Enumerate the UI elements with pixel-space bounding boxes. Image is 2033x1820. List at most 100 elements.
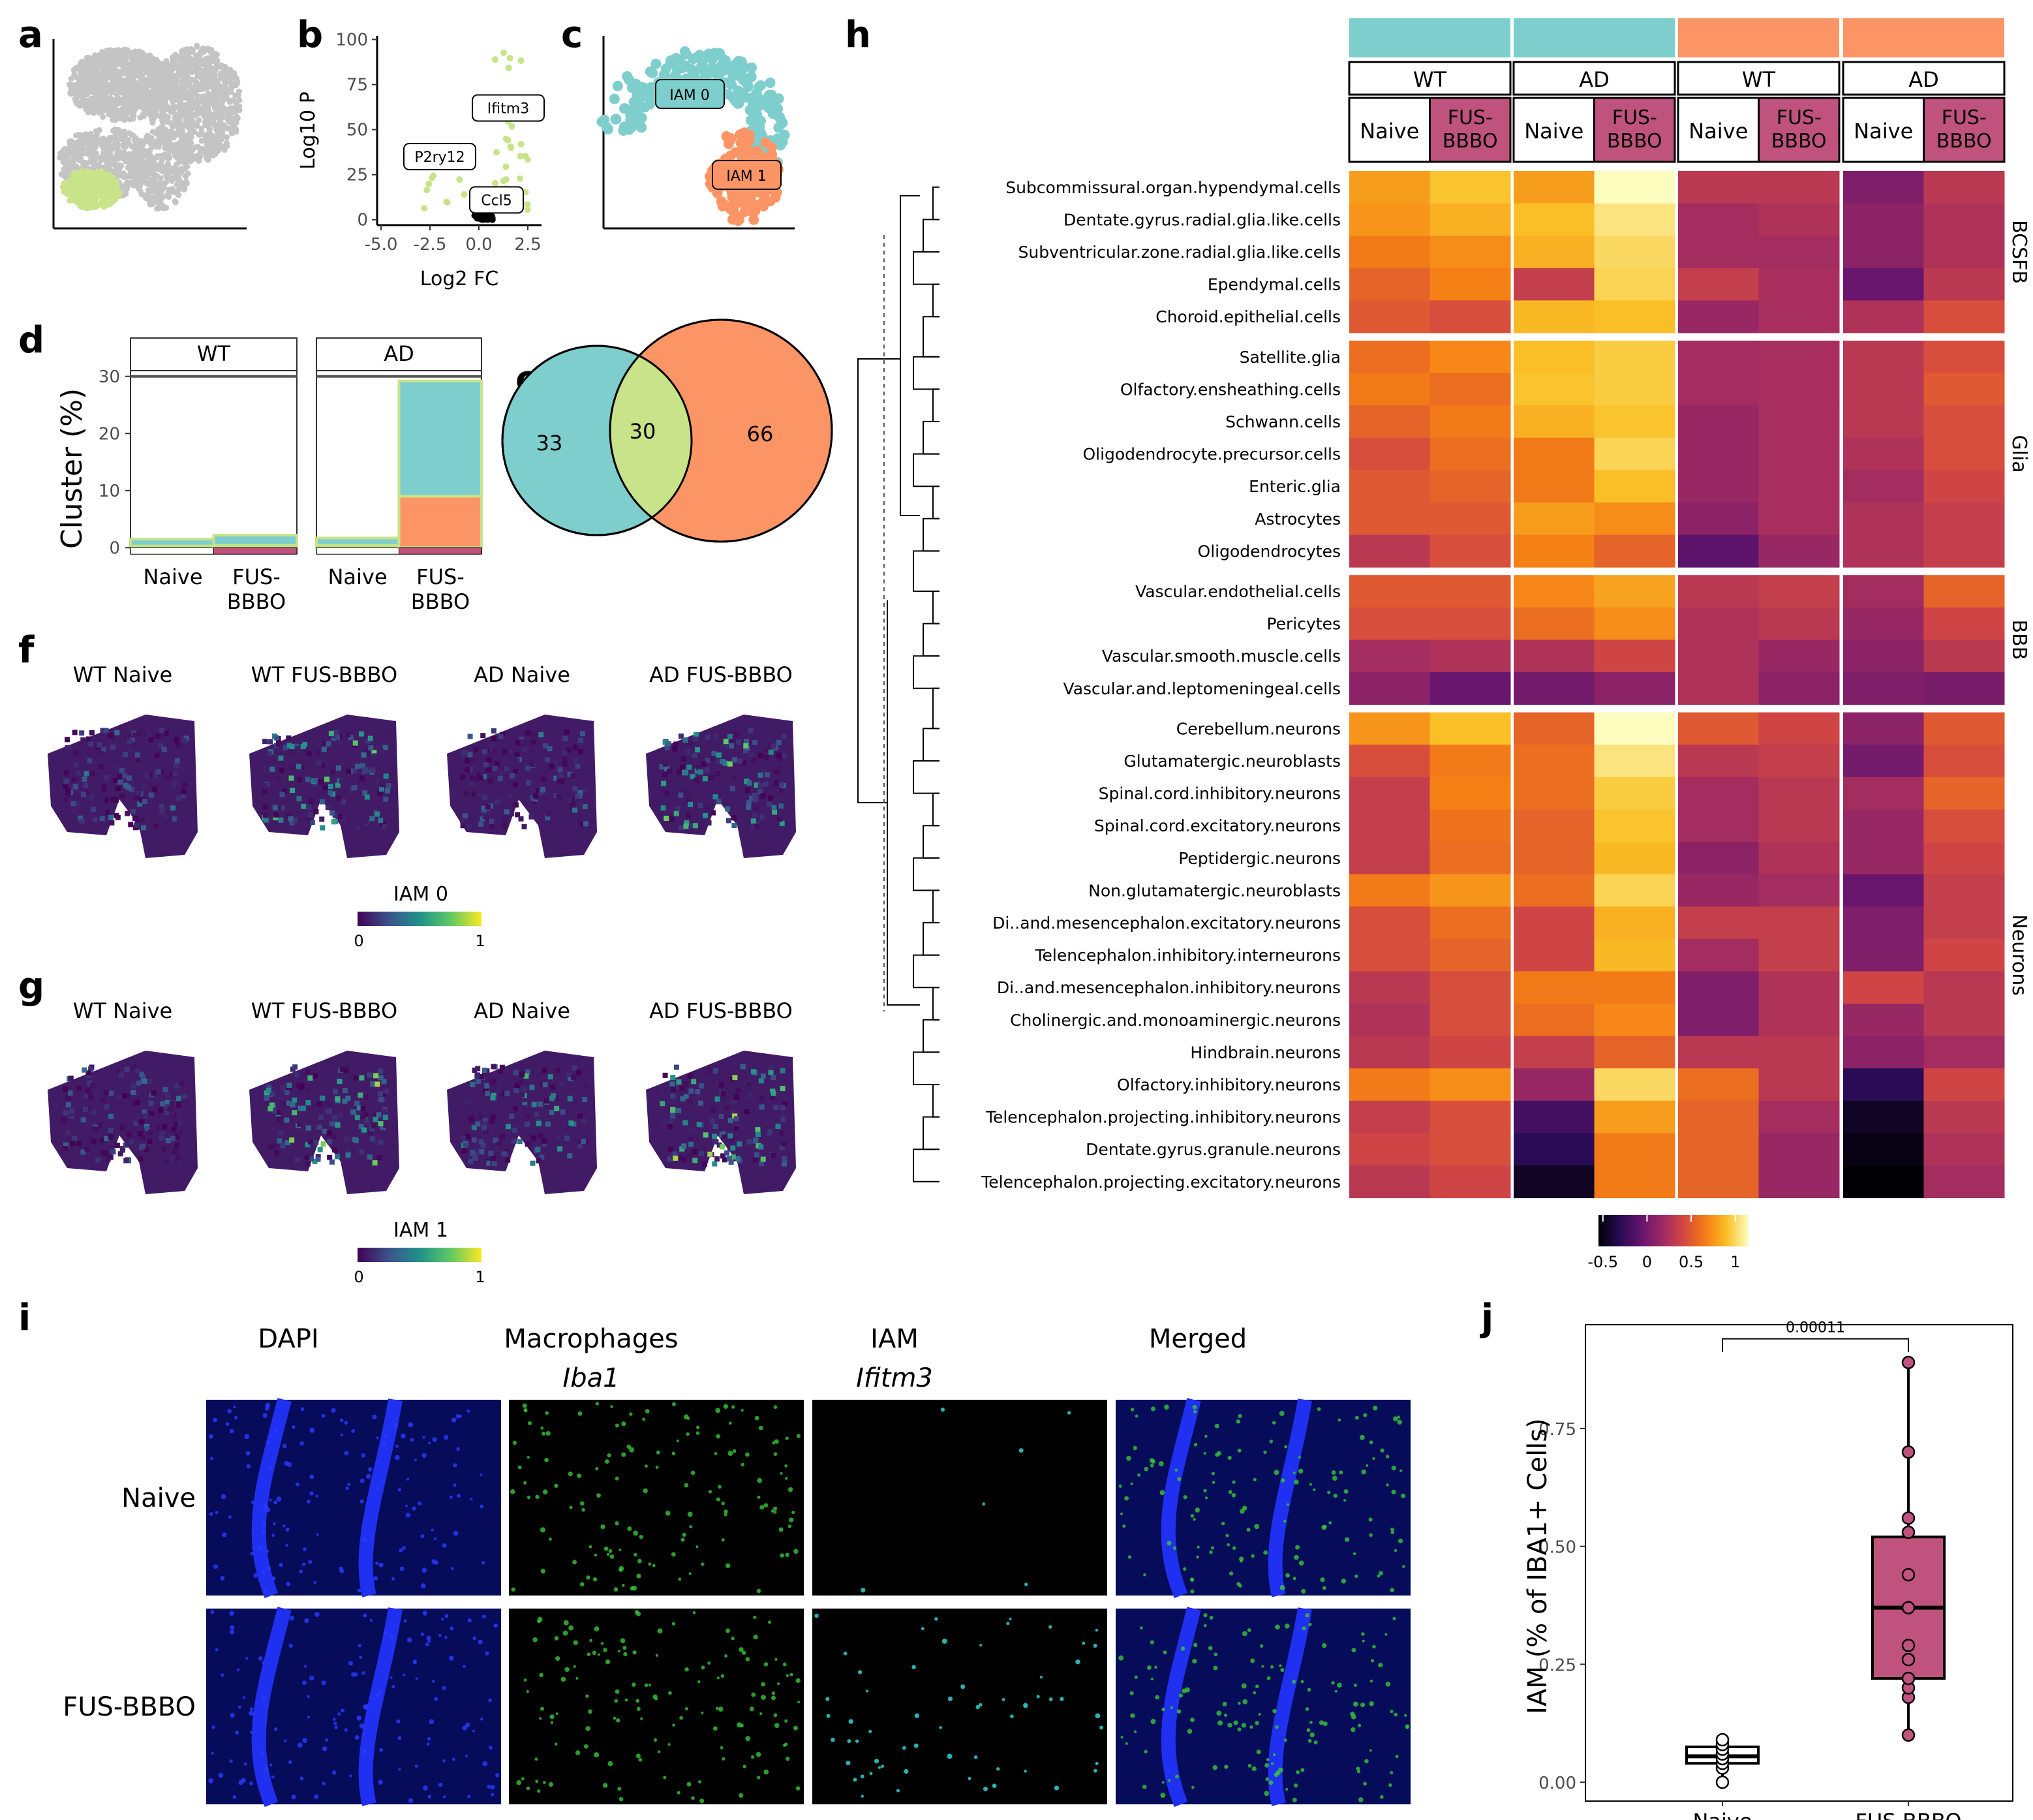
expression-spot xyxy=(492,748,498,754)
expression-spot xyxy=(673,1064,679,1070)
heatmap-row-label: Subventricular.zone.radial.glia.like.cel… xyxy=(1018,243,1341,262)
umap-point-1 xyxy=(170,54,177,60)
heatmap-cell xyxy=(1594,1004,1675,1037)
expression-spot xyxy=(91,1109,97,1115)
cluster-point-iam0 xyxy=(650,58,662,69)
expression-spot xyxy=(570,773,576,779)
expression-spot xyxy=(316,735,322,741)
umap-point-3 xyxy=(147,153,154,159)
heatmap-cell xyxy=(1678,171,1759,204)
expression-spot xyxy=(680,1096,686,1102)
expression-spot xyxy=(544,795,550,801)
expression-spot xyxy=(718,1082,724,1088)
expression-spot xyxy=(698,1100,704,1106)
heatmap-cell xyxy=(1514,1068,1595,1102)
expression-spot xyxy=(288,765,294,771)
expression-spot xyxy=(354,1100,359,1106)
umap-point-2 xyxy=(70,159,76,166)
volcano-point-sig xyxy=(517,57,525,65)
umap-point-1 xyxy=(198,125,205,132)
umap-point-3 xyxy=(174,181,180,188)
expression-spot xyxy=(306,750,312,756)
expression-spot xyxy=(566,1072,572,1077)
expression-spot xyxy=(79,730,85,736)
expression-spot xyxy=(664,745,670,750)
expression-spot xyxy=(687,1153,693,1159)
expression-spot xyxy=(298,1145,303,1151)
heatmap-cell xyxy=(1678,236,1759,269)
expression-spot xyxy=(330,769,336,775)
umap-point-1 xyxy=(199,147,206,154)
expression-spot xyxy=(279,1122,285,1128)
expression-spot xyxy=(373,1117,378,1122)
heatmap-cell xyxy=(1594,236,1675,269)
expression-spot xyxy=(93,1124,99,1130)
expression-spot xyxy=(116,1102,122,1108)
volcano-point-sig xyxy=(524,206,531,213)
umap-point-0 xyxy=(117,72,123,78)
expression-spot xyxy=(271,1143,277,1149)
volcano-point-sig xyxy=(524,156,531,163)
heatmap-cell xyxy=(1843,1068,1924,1102)
heatmap-cell xyxy=(1923,842,2005,875)
expression-spot xyxy=(159,769,165,775)
legend-min: 0 xyxy=(354,1268,363,1286)
brain-section-shape xyxy=(646,715,796,858)
expression-spot xyxy=(119,1147,125,1153)
umap-point-0 xyxy=(101,89,108,96)
cluster-point-iam0 xyxy=(707,66,718,77)
heatmap-cell xyxy=(1429,236,1511,269)
expression-spot xyxy=(266,1084,272,1090)
expression-spot xyxy=(378,1097,384,1103)
heatmap-cell xyxy=(1923,971,2005,1004)
heatmap-cell xyxy=(1594,534,1675,568)
expression-spot xyxy=(359,763,365,769)
expression-spot xyxy=(671,1087,677,1092)
x-tick-label-line: BBBO xyxy=(411,589,470,614)
umap-point-iam xyxy=(65,191,71,198)
expression-spot xyxy=(172,771,178,777)
expression-spot xyxy=(470,775,476,781)
expression-spot xyxy=(104,1135,110,1141)
volcano-point-sig xyxy=(517,153,524,160)
expression-spot xyxy=(174,763,179,769)
facet-label: WT xyxy=(197,341,231,366)
expression-spot xyxy=(175,1154,181,1160)
expression-spot xyxy=(134,1087,140,1092)
umap-point-0 xyxy=(67,82,73,88)
expression-spot xyxy=(108,733,114,739)
heatmap-cell xyxy=(1429,971,1511,1004)
expression-spot xyxy=(376,780,382,786)
heatmap-cell xyxy=(1429,437,1511,470)
expression-spot xyxy=(155,733,160,739)
expression-spot xyxy=(134,818,140,824)
expression-spot xyxy=(692,753,697,759)
umap-point-0 xyxy=(100,72,106,79)
umap-point-3 xyxy=(136,184,142,191)
expression-spot xyxy=(767,1128,773,1134)
umap-point-iam xyxy=(110,198,117,204)
umap-point-3 xyxy=(167,167,174,174)
expression-spot xyxy=(711,750,717,756)
umap-point-3 xyxy=(162,151,169,158)
expression-spot xyxy=(776,739,782,745)
heatmap-cell xyxy=(1349,672,1430,705)
expression-spot xyxy=(279,767,284,773)
expression-spot xyxy=(174,737,179,743)
expression-spot xyxy=(556,1135,562,1141)
expression-spot xyxy=(140,818,145,824)
expression-spot xyxy=(667,768,673,774)
umap-point-2 xyxy=(65,148,71,155)
expression-spot xyxy=(355,824,361,830)
umap-point-3 xyxy=(149,129,156,135)
expression-spot xyxy=(724,1105,730,1111)
expression-spot xyxy=(97,1122,103,1128)
heatmap-cell xyxy=(1514,874,1595,907)
expression-spot xyxy=(547,1074,553,1080)
volcano-point-sig xyxy=(516,175,523,182)
heatmap-cell xyxy=(1594,502,1675,536)
expression-spot xyxy=(305,1142,311,1148)
expression-spot xyxy=(695,1089,701,1095)
cluster-point-iam0 xyxy=(765,77,776,88)
heatmap-cell xyxy=(1514,1100,1595,1134)
